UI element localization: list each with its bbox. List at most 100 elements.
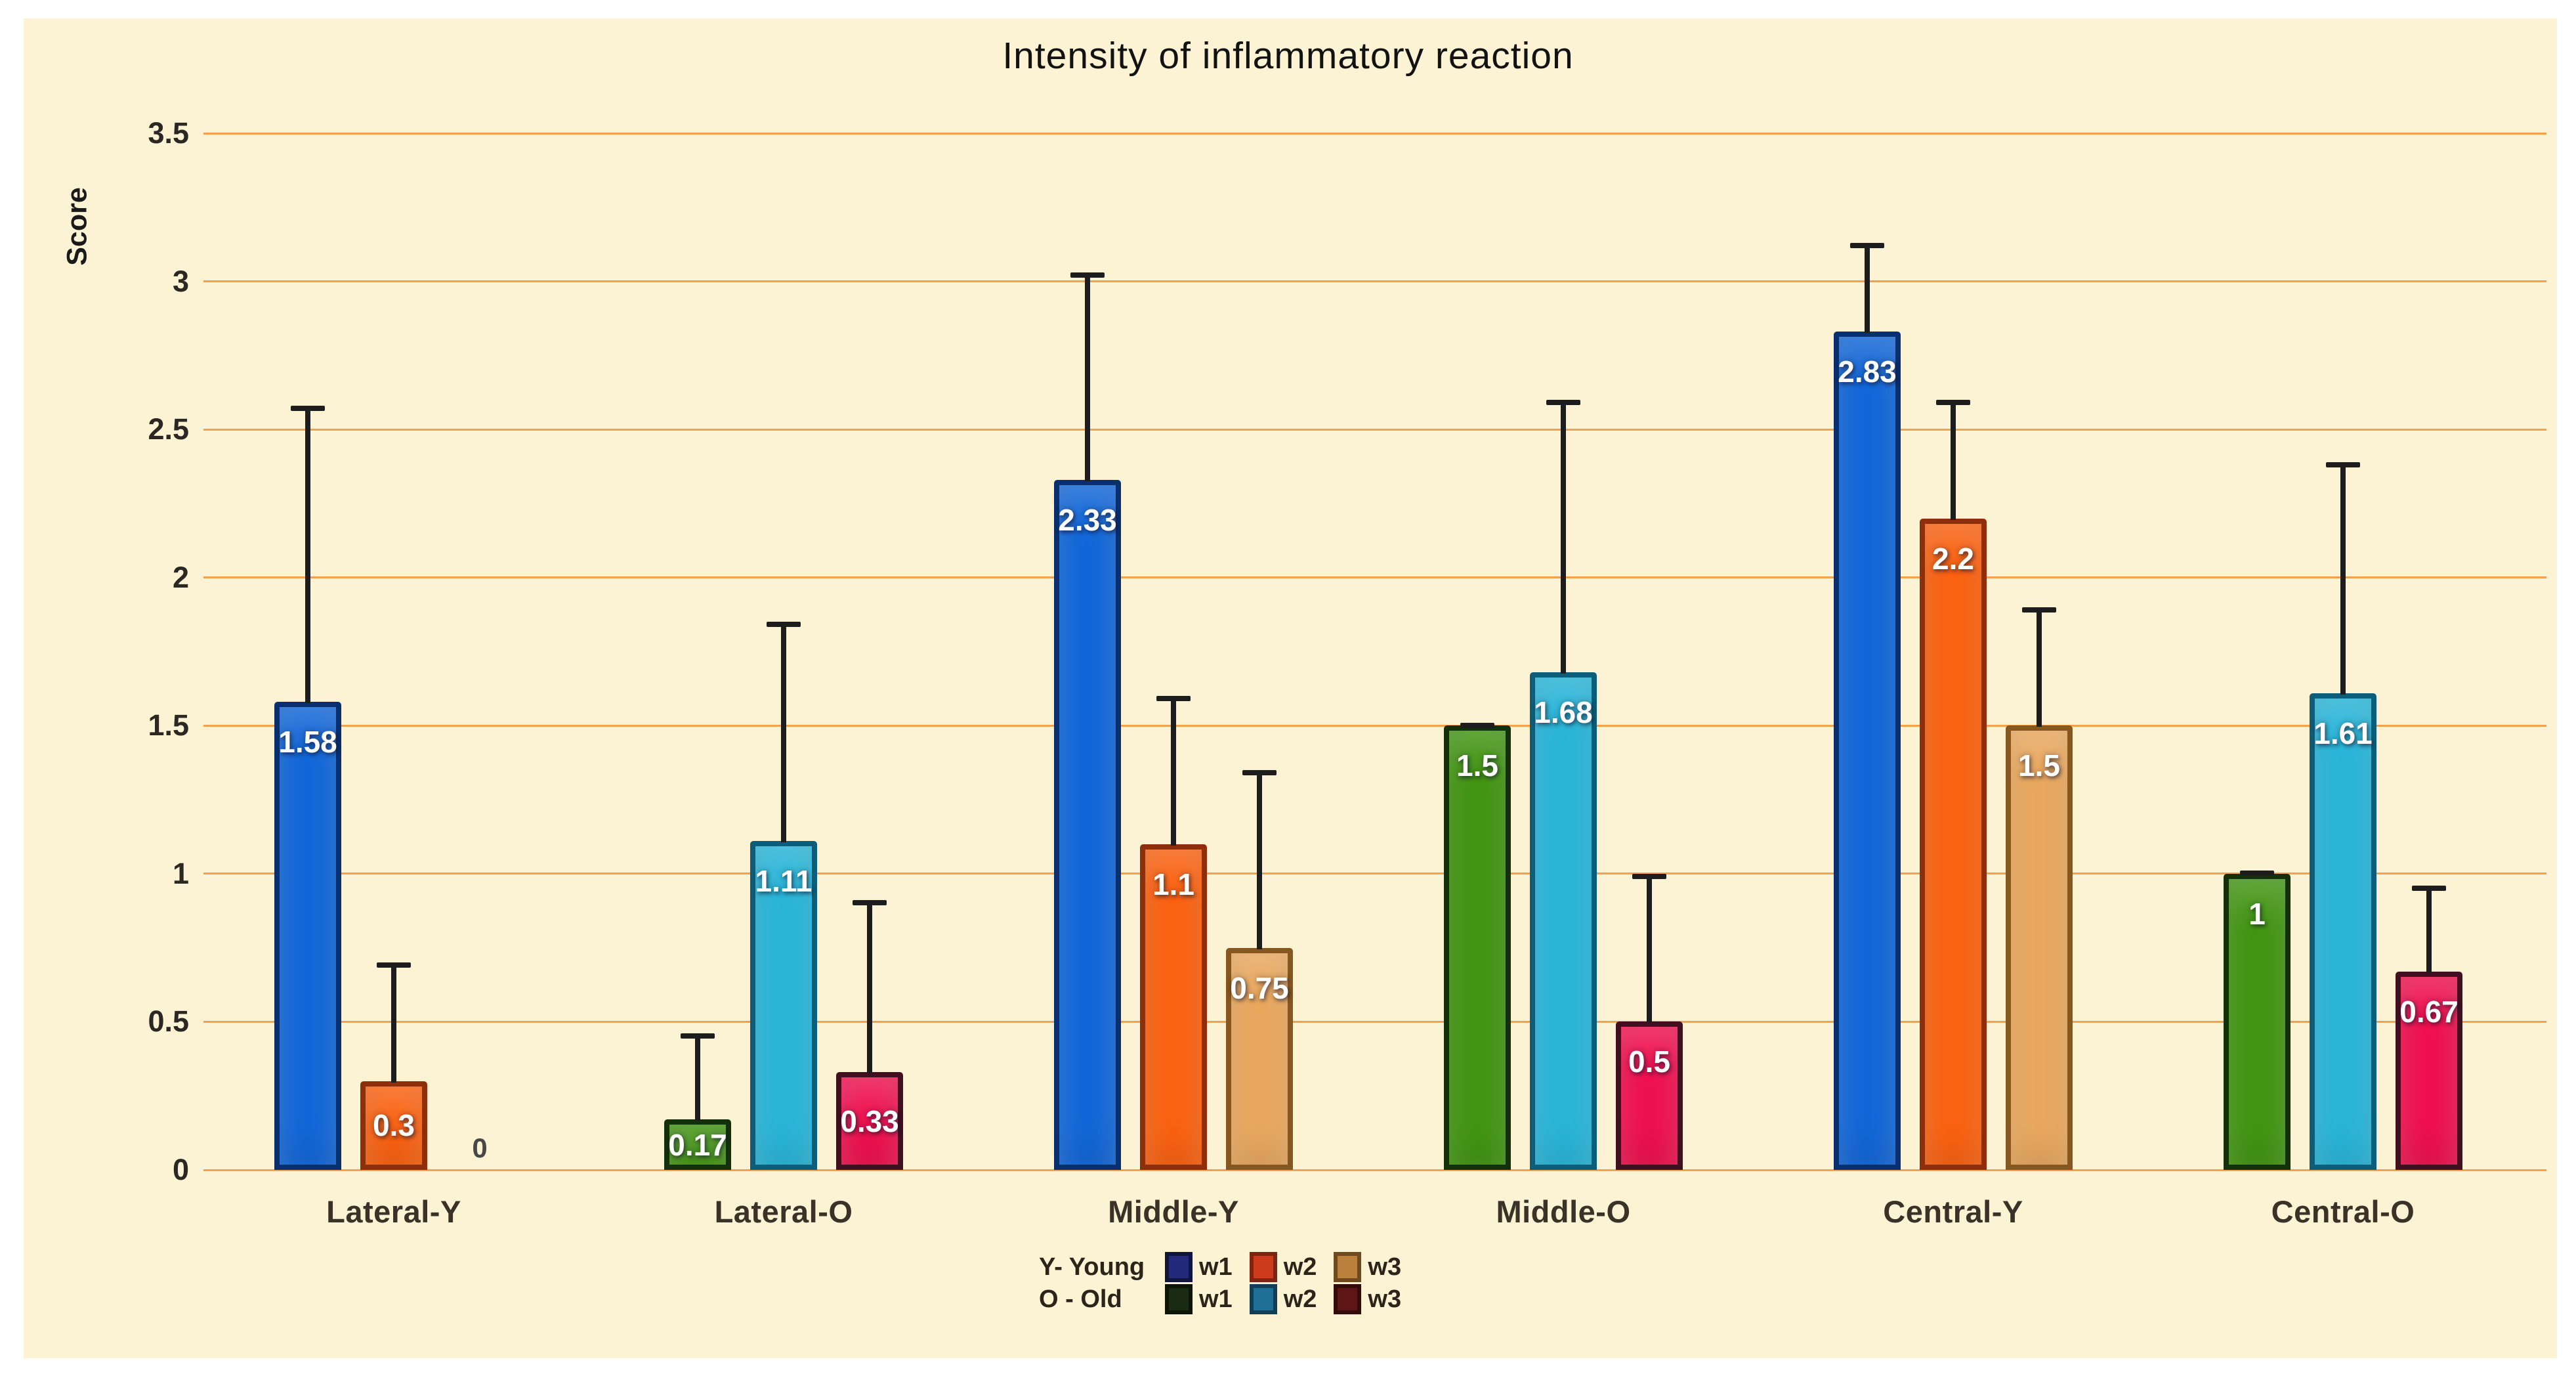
bar-middle-o-w1 <box>1444 725 1511 1170</box>
error-bar-cap <box>681 1033 715 1039</box>
error-bar-line <box>2340 462 2346 695</box>
error-bar-cap <box>1070 272 1105 278</box>
legend-item-label: w1 <box>1199 1285 1233 1313</box>
bar-value-label: 2.33 <box>1058 502 1117 537</box>
error-bar-cap <box>2326 462 2360 467</box>
error-bar-line <box>2426 885 2432 973</box>
error-bar-line <box>391 962 396 1083</box>
bar-value-label: 1.5 <box>1456 748 1498 783</box>
x-category-label: Central-O <box>2271 1194 2415 1229</box>
bar-value-label: 1.58 <box>278 725 337 760</box>
y-tick-label: 3 <box>172 264 189 298</box>
error-bar-cap <box>1632 873 1666 879</box>
error-bar-cap <box>291 406 325 412</box>
y-tick-label: 2.5 <box>148 412 189 446</box>
error-bar-cap <box>1242 769 1277 775</box>
bar-value-label: 1.68 <box>1534 695 1593 730</box>
x-category-label: Lateral-O <box>714 1194 853 1229</box>
error-bar-line <box>695 1033 700 1121</box>
gridline <box>203 724 2546 727</box>
bar-central-o-w1 <box>2224 873 2291 1170</box>
gridline <box>203 576 2546 579</box>
legend-swatch-w2 <box>1249 1252 1277 1282</box>
legend-item: w2 <box>1249 1252 1317 1282</box>
bar-value-label: 0.5 <box>1628 1044 1670 1079</box>
error-bar-cap <box>767 622 801 628</box>
bar-value-label: 1.5 <box>2018 748 2060 783</box>
bar-value-label: 1.11 <box>755 864 813 899</box>
error-bar-line <box>1257 769 1262 949</box>
bar-value-label: 0.75 <box>1230 970 1289 1005</box>
legend-item: w3 <box>1334 1252 1401 1282</box>
bar-value-label: 1.61 <box>2313 716 2373 750</box>
plot-area: 3.5 3 2.5 2 1.5 1 0.5 0 1.58 0.3 0 Lateral-Y 0.17 1.1… <box>148 118 2546 1229</box>
error-bar-line <box>1647 873 1652 1023</box>
bar-lateral-o-w3 <box>836 1072 903 1170</box>
error-bar-line <box>1951 400 1956 520</box>
error-bar-line <box>867 900 872 1074</box>
legend-item: w3 <box>1334 1284 1401 1314</box>
x-category-label: Middle-Y <box>1108 1194 1239 1229</box>
bar-group: 2.33 1.1 0.75 Middle-Y <box>1054 133 1293 1229</box>
chart-title: Intensity of inflammatory reaction <box>1002 35 1574 77</box>
bar-group: 2.83 2.2 1.5 Central-Y <box>1834 133 2073 1229</box>
legend-item-label: w3 <box>1368 1285 1402 1313</box>
error-bar-cap <box>2022 607 2056 613</box>
error-bar-line <box>781 622 786 843</box>
legend-item: w1 <box>1165 1252 1233 1282</box>
legend-row-label: Y- Young <box>1039 1253 1145 1281</box>
bar-value-label: 0.17 <box>668 1127 727 1162</box>
y-tick-label: 3.5 <box>148 116 189 150</box>
gridline <box>203 872 2546 875</box>
error-bar-cap <box>853 900 887 906</box>
gridline <box>203 1169 2546 1171</box>
bar-value-label: 0 <box>472 1132 488 1163</box>
bar-group: 1 1.61 0.67 Central-O <box>2224 133 2462 1229</box>
legend: Y- Young w1 w2 w3 O - Old w1 w2 w3 <box>1039 1252 1418 1314</box>
legend-swatch-w3 <box>1334 1252 1362 1282</box>
x-category-label: Central-Y <box>1883 1194 2023 1229</box>
bar-lateral-o-w1 <box>664 1119 731 1170</box>
legend-item-label: w3 <box>1368 1253 1402 1281</box>
legend-item-label: w2 <box>1283 1285 1317 1313</box>
legend-item-label: w1 <box>1199 1253 1233 1281</box>
error-bar-line <box>1085 272 1090 481</box>
legend-row: Y- Young w1 w2 w3 <box>1039 1252 1418 1282</box>
y-axis-title: Score <box>61 187 93 266</box>
legend-swatch-w1 <box>1165 1252 1193 1282</box>
bar-lateral-y-w2 <box>360 1081 427 1170</box>
bar-central-y-w1 <box>1834 332 1901 1170</box>
gridline <box>203 280 2546 283</box>
legend-item: w1 <box>1165 1284 1233 1314</box>
error-bar-cap <box>1546 400 1580 406</box>
bar-central-y-w2 <box>1920 518 1987 1170</box>
x-category-label: Lateral-Y <box>326 1194 461 1229</box>
error-bar-line <box>305 406 310 704</box>
bar-lateral-y-w1 <box>274 702 341 1170</box>
legend-row: O - Old w1 w2 w3 <box>1039 1284 1418 1314</box>
y-tick-label: 1.5 <box>148 708 189 743</box>
legend-swatch-w1 <box>1165 1284 1193 1314</box>
bar-central-o-w2 <box>2310 693 2376 1170</box>
error-bar-cap <box>377 962 411 968</box>
bar-middle-y-w1 <box>1054 479 1121 1170</box>
error-bar-cap <box>1156 696 1191 702</box>
error-bar-line <box>1561 400 1566 674</box>
error-bar-cap <box>2240 871 2274 876</box>
bar-value-label: 1 <box>2249 896 2266 931</box>
bar-group: 1.58 0.3 0 Lateral-Y <box>274 133 513 1229</box>
legend-swatch-w3 <box>1334 1284 1362 1314</box>
legend-item: w2 <box>1249 1284 1317 1314</box>
x-category-label: Middle-O <box>1496 1194 1631 1229</box>
error-bar-line <box>2037 607 2042 727</box>
error-bar-line <box>1171 696 1176 846</box>
y-tick-label: 2 <box>172 560 189 594</box>
bar-value-label: 0.67 <box>2399 994 2459 1029</box>
y-tick-label: 0 <box>172 1153 189 1186</box>
error-bar-cap <box>1936 400 1970 406</box>
bar-value-label: 2.2 <box>1932 541 1974 576</box>
bar-central-o-w3 <box>2396 971 2462 1170</box>
y-tick-label: 1 <box>172 856 189 890</box>
bar-value-label: 0.3 <box>373 1108 415 1143</box>
